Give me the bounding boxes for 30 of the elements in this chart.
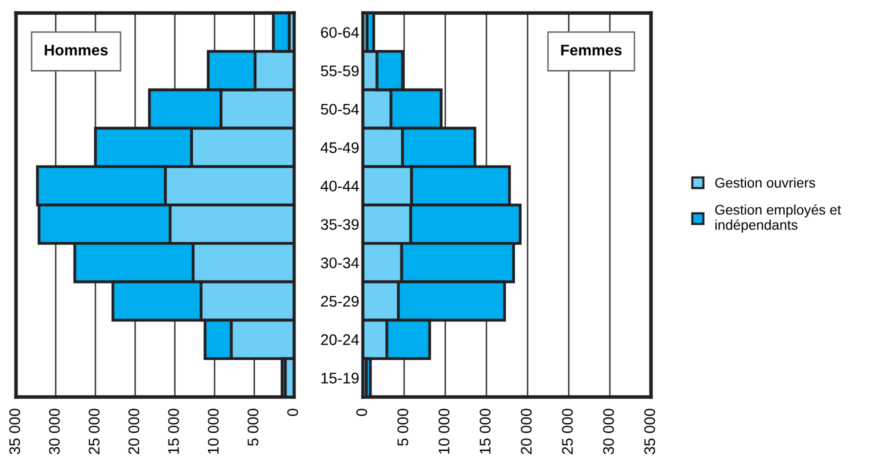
annotation: Hommes xyxy=(44,44,108,56)
x-tick-label: 5 000 xyxy=(397,408,408,446)
annotation: Femmes xyxy=(561,44,622,56)
y-tick-label: 60-64 xyxy=(321,27,359,38)
x-tick-label: 30 000 xyxy=(603,408,614,454)
y-tick-label: 30-34 xyxy=(320,257,359,268)
x-tick-label: 20 000 xyxy=(128,408,140,454)
x-tick-label: 20 000 xyxy=(520,408,532,454)
y-tick-label: 45-49 xyxy=(320,142,359,154)
x-tick-label: 10 000 xyxy=(438,408,450,454)
y-tick-label: 50-54 xyxy=(320,104,359,115)
x-tick-label: 15 000 xyxy=(480,408,491,454)
y-tick-label: 15-19 xyxy=(321,372,359,384)
y-tick-label: 25-29 xyxy=(321,296,359,307)
y-tick-label: 40-44 xyxy=(320,180,359,192)
x-tick-label: 0 xyxy=(287,408,298,416)
y-tick-label: 55-59 xyxy=(320,65,359,76)
x-tick-label: 35 000 xyxy=(644,408,656,454)
x-tick-label: 5 000 xyxy=(248,408,258,446)
x-tick-label: 25 000 xyxy=(562,408,573,454)
legend-label: Gestion employés et indépendants xyxy=(715,204,842,233)
y-tick-label: 35-39 xyxy=(320,219,359,230)
x-tick-label: 0 xyxy=(356,408,368,416)
x-tick-label: 10 000 xyxy=(208,408,219,454)
x-tick-label: 25 000 xyxy=(88,408,100,454)
x-tick-label: 15 000 xyxy=(168,408,179,454)
y-tick-label: 20-24 xyxy=(321,334,359,346)
legend-label: Gestion ouvriers xyxy=(715,177,816,188)
x-tick-label: 35 000 xyxy=(9,408,20,454)
x-tick-label: 30 000 xyxy=(48,408,60,454)
